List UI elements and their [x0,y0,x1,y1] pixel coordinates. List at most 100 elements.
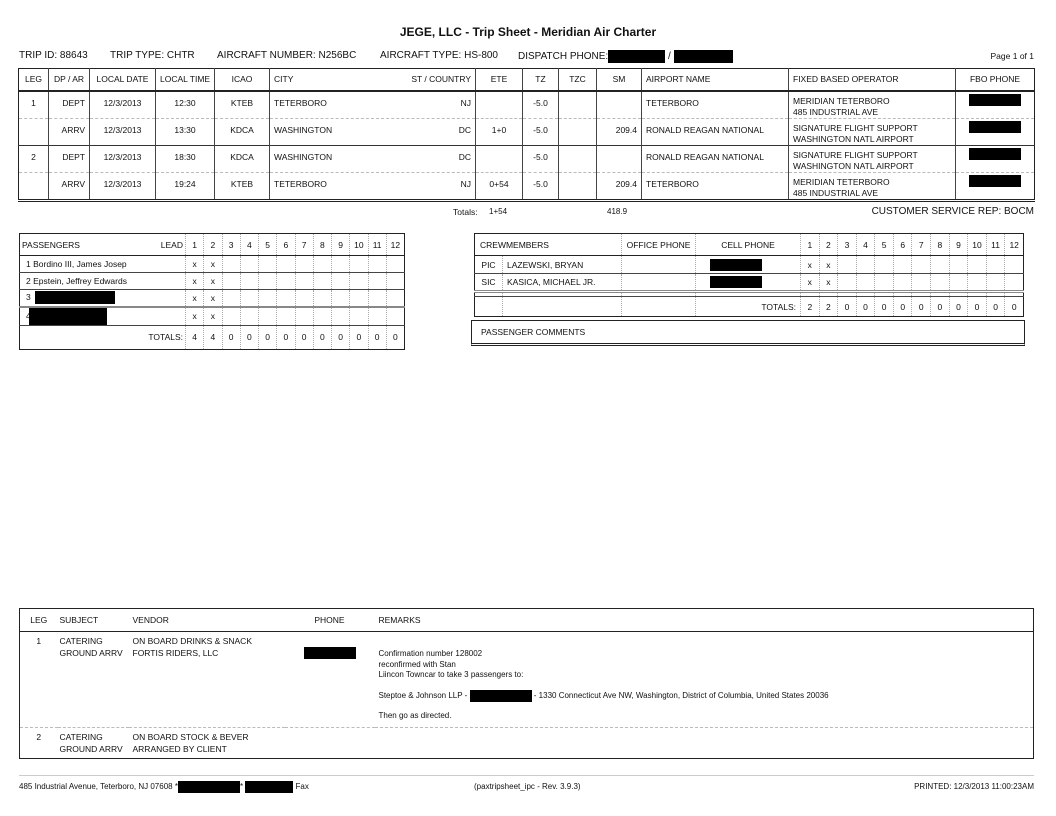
fbo-phone [955,90,1035,118]
leg-mark [239,272,259,290]
tz: -5.0 [522,171,559,200]
leg-total: 0 [855,296,875,317]
passenger-name-cell: 4 [19,305,156,325]
leg-col-header: 10 [349,233,368,256]
ete [475,144,523,172]
blank-cell [948,290,968,297]
leg-col-header: 2 [203,233,222,256]
st-country: DC [458,151,471,162]
leg-mark [967,273,987,292]
leg-total: 0 [1004,296,1024,317]
leg-mark [257,289,277,307]
blank-cell [855,290,875,297]
city: WASHINGTON [274,124,333,135]
fbo-cell: SIGNATURE FLIGHT SUPPORT WASHINGTON NATL … [788,144,956,172]
blank-cell [474,296,503,317]
blank-cell [695,290,801,297]
redaction [35,291,116,305]
office-phone [621,273,696,292]
passenger-name: Bordino III, James Josep [33,259,127,269]
city: WASHINGTON [274,151,333,162]
tzc [558,171,597,200]
leg-total: 2 [800,296,820,317]
vendor-line: FORTIS RIDERS, LLC [132,648,219,658]
leg-mark [855,255,875,274]
fbo-cell: MERIDIAN TETERBORO 485 INDUSTRIAL AVE [788,90,956,118]
redaction [710,276,763,288]
remark-address-b: - 1330 Connecticut Ave NW, Washington, D… [533,690,829,700]
passenger-number: 4 [26,310,31,320]
leg-number: 1 [36,636,42,646]
leg-mark: x [203,255,222,273]
redaction [969,147,1021,160]
leg-mark: x [203,305,222,325]
leg-col-header: 12 [385,233,405,256]
crew-name: KASICA, MICHAEL JR. [501,273,622,292]
icao: KTEB [214,171,270,200]
leg-mark [330,272,350,290]
redaction [469,689,532,702]
footer-fax: Fax [295,782,309,792]
city-cell: TETERBORO NJ [269,171,476,200]
passenger-row: 1 Bordino III, James Josep x x [19,255,405,273]
trip-type: TRIP TYPE: CHTR [110,50,195,61]
fbo-cell: MERIDIAN TETERBORO 485 INDUSTRIAL AVE [788,171,956,200]
fbo-name: SIGNATURE FLIGHT SUPPORT [793,122,918,133]
col-leg: LEG [30,615,48,625]
leg-mark [276,289,295,307]
crew-position: SIC [474,273,503,292]
subject-line: CATERING [59,636,103,646]
page-number: Page 1 of 1 [990,51,1034,61]
leg-mark [948,255,968,274]
separator: / [667,51,671,63]
sm [596,144,642,172]
total-sm: 418.9 [607,207,628,216]
fbo-address: 485 INDUSTRIAL AVE [793,187,879,198]
leg-mark [276,305,295,325]
leg-mark [221,255,241,273]
leg-mark: x [203,272,222,290]
leg-col-header: 3 [837,233,857,256]
footer-address-text: 485 Industrial Avenue, Teterboro, NJ 076… [19,782,178,792]
page-title: JEGE, LLC - Trip Sheet - Meridian Air Ch… [399,25,657,39]
redaction [673,50,733,63]
col-tz: TZ [522,68,559,92]
legs-table: LEG DP / AR LOCAL DATE LOCAL TIME ICAO C… [18,68,1035,202]
blank-cell [474,290,503,297]
redaction [969,174,1021,187]
fbo-address: WASHINGTON NATL AIRPORT [793,133,914,144]
vendor-line: ARRANGED BY CLIENT [132,744,227,754]
passenger-comments-label: PASSENGER COMMENTS [481,327,586,337]
leg-total: 4 [203,324,222,349]
fbo-name: MERIDIAN TETERBORO [793,95,890,106]
leg-mark [1004,273,1024,292]
dispatch-phone: DISPATCH PHONE: / [518,50,733,63]
tzc [558,90,597,118]
tz: -5.0 [522,144,559,172]
col-dpar: DP / AR [48,68,90,92]
leg-mark: x [184,255,204,273]
local-date: 12/3/2013 [89,171,156,200]
crew-position: PIC [474,255,503,274]
leg-total: 0 [349,324,368,349]
passenger-number: 3 [26,292,31,302]
leg-mark [276,255,295,273]
leg-mark: x [818,255,838,274]
city-cell: WASHINGTON DC [269,144,476,172]
col-subject: SUBJECT [59,615,99,625]
customer-service-rep: CUSTOMER SERVICE REP: BOCM [871,206,1034,217]
leg-col-header: 2 [818,233,838,256]
phone [285,632,375,728]
st-country: DC [458,124,471,135]
blank-cell [1004,290,1024,297]
footer-address: 485 Industrial Avenue, Teterboro, NJ 076… [19,781,309,793]
remarks: Confirmation number 128002 reconfirmed w… [375,632,1034,728]
local-date: 12/3/2013 [89,117,156,145]
leg-col-header: 6 [276,233,295,256]
col-time: LOCAL TIME [155,68,215,92]
passenger-name-cell: 2 Epstein, Jeffrey Edwards [19,272,156,290]
leg-col-header: 4 [239,233,259,256]
leg-mark [892,255,912,274]
leg-col-header: 6 [892,233,912,256]
leg-col-header: 12 [1004,233,1024,256]
